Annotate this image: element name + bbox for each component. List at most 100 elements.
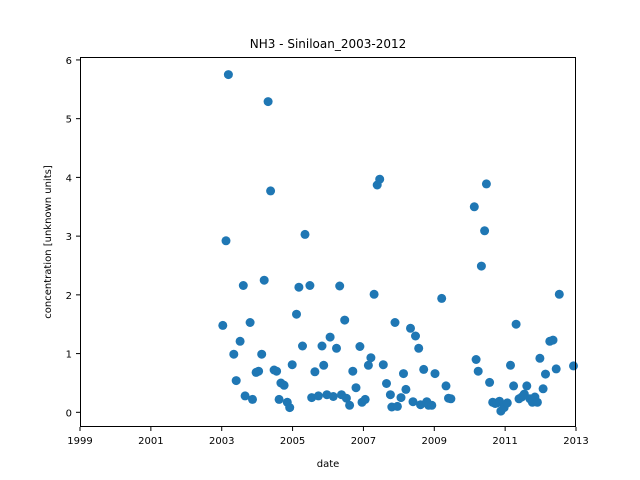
data-point-0 [218, 320, 228, 330]
data-point-81 [481, 179, 491, 189]
x-tick-label-4: 2007 [351, 436, 376, 447]
data-point-103 [541, 369, 550, 379]
data-point-36 [328, 392, 338, 401]
data-point-8 [245, 318, 255, 327]
data-point-53 [378, 360, 388, 370]
data-point-18 [274, 394, 284, 404]
data-point-101 [535, 353, 545, 363]
data-point-72 [437, 293, 447, 303]
data-point-41 [341, 393, 351, 403]
data-point-4 [231, 376, 241, 386]
data-point-38 [335, 281, 345, 291]
data-point-58 [392, 401, 402, 411]
data-point-14 [263, 97, 273, 107]
x-tick-label-7: 2013 [563, 436, 588, 447]
y-axis-label: concentration [unknown units] [43, 165, 54, 319]
data-point-76 [469, 202, 479, 212]
y-tick-label-3: 3 [66, 232, 72, 243]
y-tick-label-2: 2 [66, 291, 72, 302]
plot-frame [80, 57, 576, 427]
data-point-30 [310, 367, 320, 377]
data-point-20 [279, 380, 289, 390]
data-point-60 [399, 369, 408, 379]
data-point-106 [551, 364, 561, 374]
data-point-105 [548, 335, 558, 345]
data-point-24 [292, 309, 301, 319]
data-point-13 [259, 275, 269, 285]
data-point-52 [375, 174, 385, 184]
data-point-27 [300, 229, 310, 239]
data-point-43 [348, 366, 358, 376]
data-point-50 [369, 289, 379, 299]
data-point-67 [419, 364, 429, 374]
data-point-71 [430, 369, 440, 379]
data-point-70 [427, 400, 437, 410]
data-point-11 [254, 366, 264, 376]
x-tick-label-2: 2003 [209, 436, 234, 447]
data-point-40 [340, 315, 350, 325]
data-point-59 [396, 393, 406, 403]
y-tick-label-6: 6 [66, 56, 72, 67]
data-point-45 [355, 342, 365, 351]
data-point-107 [554, 289, 564, 299]
data-point-22 [285, 403, 295, 413]
data-point-3 [229, 349, 239, 359]
y-axis-ticks: 0 1 2 3 4 5 6 [66, 56, 80, 419]
data-point-25 [294, 282, 304, 292]
x-tick-label-3: 2005 [280, 436, 305, 447]
data-point-31 [313, 391, 323, 401]
data-point-5 [235, 336, 245, 346]
data-point-90 [506, 360, 515, 370]
data-point-49 [366, 353, 376, 363]
data-point-44 [351, 383, 361, 393]
data-point-42 [345, 400, 355, 410]
data-point-62 [406, 323, 415, 333]
data-point-80 [480, 226, 490, 236]
data-point-15 [266, 186, 276, 196]
data-point-47 [360, 394, 370, 404]
data-point-77 [471, 355, 481, 364]
y-tick-label-1: 1 [66, 350, 72, 361]
data-point-7 [240, 391, 250, 401]
data-point-35 [325, 332, 335, 342]
data-point-79 [476, 261, 486, 271]
data-point-12 [257, 349, 267, 359]
data-point-65 [414, 343, 424, 353]
data-point-55 [385, 390, 395, 400]
x-tick-label-5: 2009 [422, 436, 447, 447]
data-point-75 [446, 394, 456, 404]
data-point-63 [408, 397, 418, 407]
x-axis-label: date [317, 459, 340, 470]
data-point-2 [223, 70, 233, 80]
data-point-48 [363, 360, 373, 370]
data-point-100 [532, 397, 542, 407]
data-point-82 [485, 377, 495, 387]
x-tick-label-6: 2011 [492, 436, 517, 447]
y-tick-label-4: 4 [66, 173, 72, 184]
data-point-1 [221, 236, 231, 246]
data-point-102 [538, 384, 548, 394]
data-point-96 [522, 381, 532, 391]
chart-title: NH3 - Siniloan_2003-2012 [250, 37, 407, 51]
data-point-57 [390, 318, 400, 327]
x-tick-label-1: 2001 [138, 436, 163, 447]
data-point-6 [238, 281, 248, 290]
data-point-108 [569, 361, 578, 371]
data-point-17 [272, 366, 282, 376]
data-point-26 [298, 341, 307, 351]
data-point-9 [248, 394, 257, 404]
data-point-32 [317, 341, 327, 351]
y-tick-label-5: 5 [66, 115, 72, 126]
x-tick-label-0: 1999 [67, 436, 92, 447]
data-points [218, 70, 578, 416]
data-point-33 [319, 360, 329, 370]
data-point-91 [509, 381, 519, 391]
data-point-92 [511, 319, 521, 329]
data-point-86 [495, 396, 504, 406]
data-point-73 [441, 381, 451, 391]
data-point-28 [305, 281, 315, 290]
data-point-61 [401, 384, 411, 394]
data-point-89 [502, 398, 512, 408]
